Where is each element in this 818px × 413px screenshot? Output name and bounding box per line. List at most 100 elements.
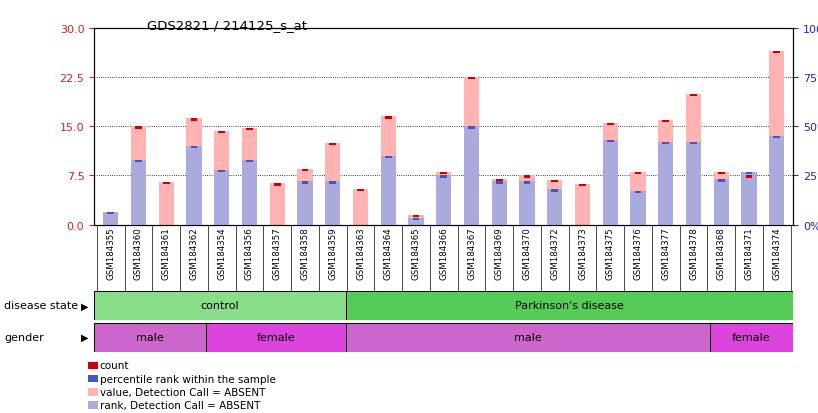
Bar <box>380 117 396 225</box>
Bar <box>658 143 673 225</box>
Text: value, Detection Call = ABSENT: value, Detection Call = ABSENT <box>100 387 265 397</box>
Bar <box>551 190 558 192</box>
Bar <box>436 173 452 225</box>
Bar <box>187 119 201 225</box>
Bar <box>270 184 285 225</box>
Bar <box>631 173 645 225</box>
Bar <box>746 176 753 178</box>
Bar <box>690 143 697 145</box>
Bar <box>496 179 503 182</box>
Bar <box>436 176 452 225</box>
Bar <box>713 173 729 225</box>
Bar <box>440 173 447 175</box>
Text: GSM184361: GSM184361 <box>162 227 171 280</box>
Text: male: male <box>514 332 542 342</box>
Bar <box>496 182 503 184</box>
Bar <box>218 170 225 173</box>
Bar <box>357 189 364 191</box>
Bar <box>686 143 701 225</box>
Bar <box>440 176 447 178</box>
Bar <box>302 169 308 172</box>
Bar <box>468 127 475 129</box>
Bar <box>330 143 336 146</box>
Text: GSM184367: GSM184367 <box>467 227 476 280</box>
Bar <box>94 291 346 320</box>
Bar <box>769 137 784 225</box>
Text: GSM184358: GSM184358 <box>300 227 309 280</box>
Text: GSM184377: GSM184377 <box>661 227 670 280</box>
Text: GSM184375: GSM184375 <box>606 227 615 280</box>
Text: male: male <box>136 332 164 342</box>
Text: female: female <box>732 332 771 342</box>
Text: GSM184354: GSM184354 <box>218 227 227 280</box>
Bar <box>551 180 558 183</box>
Text: percentile rank within the sample: percentile rank within the sample <box>100 374 276 384</box>
Bar <box>246 160 253 163</box>
Bar <box>103 212 119 225</box>
Text: control: control <box>200 301 240 311</box>
Bar <box>131 160 146 225</box>
Bar <box>187 147 201 225</box>
Bar <box>107 212 115 214</box>
Bar <box>519 176 535 225</box>
Bar <box>274 184 281 186</box>
Bar <box>408 218 424 225</box>
Bar <box>218 132 225 134</box>
Bar <box>412 218 420 221</box>
Text: GSM184368: GSM184368 <box>717 227 726 280</box>
Bar <box>325 182 340 225</box>
Bar <box>603 124 618 225</box>
Bar <box>206 323 346 352</box>
Bar <box>631 192 645 225</box>
Text: GSM184373: GSM184373 <box>578 227 587 280</box>
Text: GSM184356: GSM184356 <box>245 227 254 280</box>
Bar <box>524 176 530 178</box>
Text: GSM184363: GSM184363 <box>356 227 365 280</box>
Bar <box>663 143 669 145</box>
Bar <box>603 141 618 225</box>
Bar <box>246 128 253 131</box>
Bar <box>191 147 197 149</box>
Bar <box>709 323 793 352</box>
Text: GSM184357: GSM184357 <box>272 227 281 280</box>
Text: GSM184365: GSM184365 <box>411 227 420 280</box>
Bar <box>353 189 368 225</box>
Text: GSM184359: GSM184359 <box>328 227 337 280</box>
Bar <box>579 185 586 187</box>
Bar <box>135 127 142 129</box>
Bar <box>242 160 257 225</box>
Bar <box>298 182 312 225</box>
Text: GSM184355: GSM184355 <box>106 227 115 280</box>
Bar <box>325 143 340 225</box>
Bar <box>94 323 206 352</box>
Bar <box>380 157 396 225</box>
Text: GSM184362: GSM184362 <box>190 227 199 280</box>
Bar <box>658 121 673 225</box>
Bar <box>713 180 729 225</box>
Bar <box>242 128 257 225</box>
Bar <box>408 215 424 225</box>
Bar <box>547 180 563 225</box>
Text: ▶: ▶ <box>81 332 88 342</box>
Bar <box>135 160 142 163</box>
Text: GSM184369: GSM184369 <box>495 227 504 280</box>
Bar <box>492 179 507 225</box>
Bar <box>302 182 308 184</box>
Text: GSM184376: GSM184376 <box>633 227 643 280</box>
Bar <box>214 170 229 225</box>
Text: GSM184378: GSM184378 <box>689 227 698 280</box>
Bar <box>547 190 563 225</box>
Bar <box>773 137 780 139</box>
Text: count: count <box>100 361 129 370</box>
Text: GSM184374: GSM184374 <box>772 227 781 280</box>
Bar <box>607 141 614 143</box>
Bar <box>468 78 475 80</box>
Bar <box>159 183 174 225</box>
Bar <box>635 173 641 175</box>
Bar <box>524 182 530 184</box>
Bar <box>773 52 780 54</box>
Bar <box>718 173 725 175</box>
Bar <box>163 183 169 185</box>
Bar <box>718 180 725 182</box>
Bar <box>464 127 479 225</box>
